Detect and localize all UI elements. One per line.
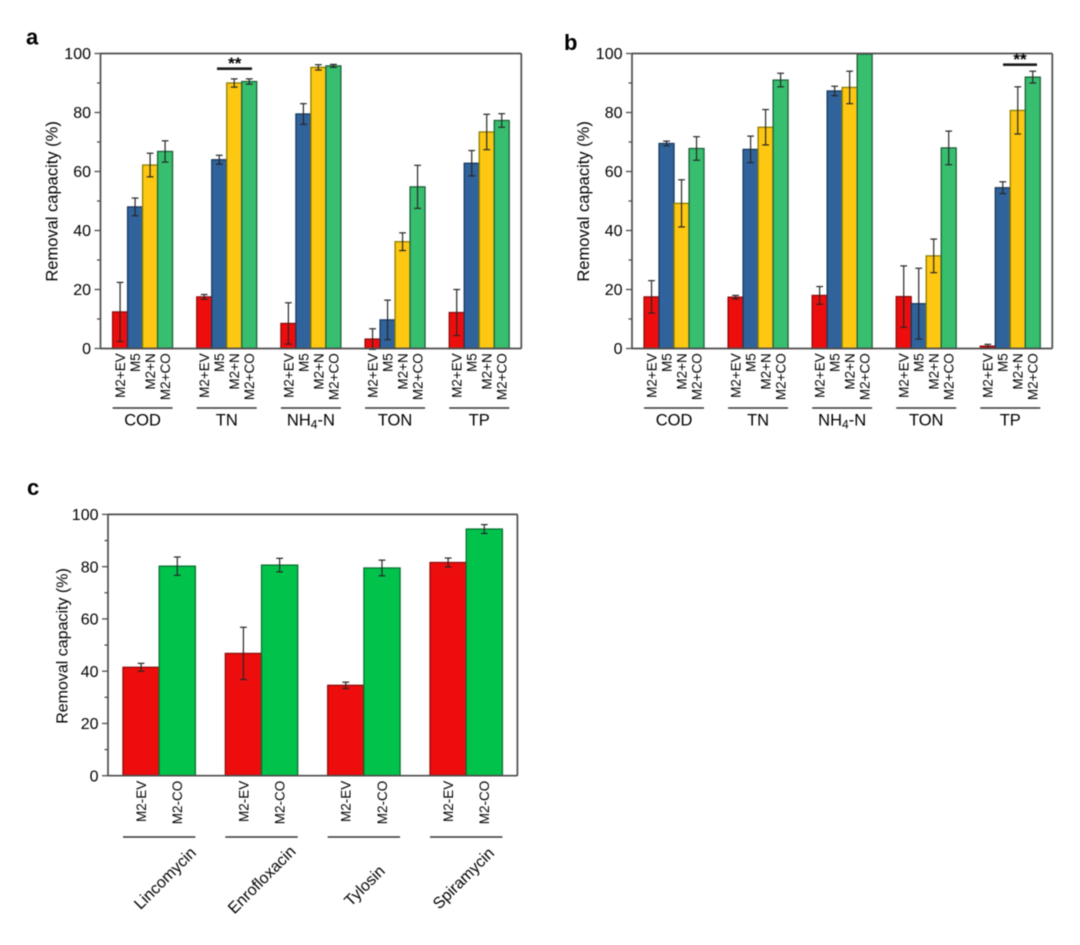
svg-text:COD: COD [124,412,161,430]
svg-text:M2+EV: M2+EV [113,353,128,398]
svg-text:M2+CO: M2+CO [158,353,173,400]
svg-text:M2+CO: M2+CO [495,353,510,400]
svg-text:M5: M5 [828,353,843,372]
svg-text:M2-EV: M2-EV [339,781,354,822]
svg-text:TN: TN [216,412,238,430]
svg-text:NH4-N: NH4-N [287,412,335,432]
svg-text:TP: TP [469,412,490,430]
svg-text:M2-EV: M2-EV [236,781,251,822]
svg-text:80: 80 [73,105,91,122]
svg-text:100: 100 [72,507,99,524]
svg-text:M2+CO: M2+CO [689,353,704,400]
svg-text:M5: M5 [296,353,311,372]
svg-text:M2-EV: M2-EV [441,781,456,822]
svg-text:M5: M5 [996,353,1011,372]
svg-text:M2-CO: M2-CO [477,781,492,825]
svg-text:M2+N: M2+N [927,353,942,389]
svg-text:c: c [27,475,39,500]
svg-text:60: 60 [81,612,99,629]
svg-text:M2+EV: M2+EV [281,353,296,398]
svg-text:0: 0 [90,768,99,785]
svg-text:20: 20 [73,282,91,299]
svg-text:M2+N: M2+N [758,353,773,389]
svg-text:Removal capacity (%): Removal capacity (%) [44,121,62,281]
svg-text:40: 40 [73,223,91,240]
svg-text:M2+N: M2+N [843,353,858,389]
svg-text:0: 0 [82,341,91,358]
svg-text:20: 20 [605,282,623,299]
svg-text:M2+N: M2+N [1011,353,1026,389]
svg-text:80: 80 [81,559,99,576]
svg-text:M2+CO: M2+CO [773,353,788,400]
svg-text:M2+N: M2+N [674,353,689,389]
svg-text:M2+CO: M2+CO [326,353,341,400]
svg-text:M5: M5 [380,353,395,372]
svg-text:40: 40 [81,664,99,681]
svg-text:20: 20 [81,716,99,733]
svg-text:b: b [564,30,577,55]
svg-text:M2+CO: M2+CO [242,353,257,400]
svg-text:M5: M5 [659,353,674,372]
svg-text:TON: TON [378,412,413,430]
svg-text:M2+EV: M2+EV [365,353,380,398]
svg-text:40: 40 [605,223,623,240]
svg-text:TN: TN [747,412,769,430]
svg-text:M2+N: M2+N [311,353,326,389]
svg-text:M5: M5 [912,353,927,372]
svg-text:M5: M5 [743,353,758,372]
svg-text:M2+EV: M2+EV [197,353,212,398]
svg-text:TON: TON [909,412,944,430]
svg-text:M2-CO: M2-CO [273,781,288,825]
svg-text:TP: TP [1000,412,1021,430]
svg-text:M2+EV: M2+EV [644,353,659,398]
svg-text:M2+N: M2+N [480,353,495,389]
svg-text:M2+N: M2+N [143,353,158,389]
svg-text:80: 80 [605,105,623,122]
svg-text:Removal capacity (%): Removal capacity (%) [575,121,593,281]
svg-text:100: 100 [596,46,623,63]
svg-text:M5: M5 [212,353,227,372]
svg-text:**: ** [1013,50,1027,69]
svg-text:60: 60 [605,164,623,181]
svg-text:M2+CO: M2+CO [858,353,873,400]
svg-text:M2+CO: M2+CO [1026,353,1041,400]
svg-text:NH4-N: NH4-N [818,412,866,432]
svg-text:M2+EV: M2+EV [981,353,996,398]
svg-text:0: 0 [614,341,623,358]
svg-text:60: 60 [73,164,91,181]
svg-text:a: a [26,25,39,50]
svg-text:M2+N: M2+N [227,353,242,389]
svg-text:COD: COD [656,412,693,430]
svg-text:M5: M5 [128,353,143,372]
svg-text:M2+EV: M2+EV [728,353,743,398]
svg-text:M2+EV: M2+EV [450,353,465,398]
svg-text:100: 100 [64,46,91,63]
svg-text:M2-CO: M2-CO [375,781,390,825]
svg-text:M2+EV: M2+EV [897,353,912,398]
svg-text:M2+N: M2+N [395,353,410,389]
svg-text:M5: M5 [465,353,480,372]
svg-text:Removal capacity (%): Removal capacity (%) [55,568,72,724]
svg-text:**: ** [228,54,242,73]
svg-text:M2+EV: M2+EV [813,353,828,398]
svg-text:M2-CO: M2-CO [170,781,185,825]
svg-text:M2+CO: M2+CO [942,353,957,400]
svg-text:M2-EV: M2-EV [134,781,149,822]
svg-text:M2+CO: M2+CO [410,353,425,400]
